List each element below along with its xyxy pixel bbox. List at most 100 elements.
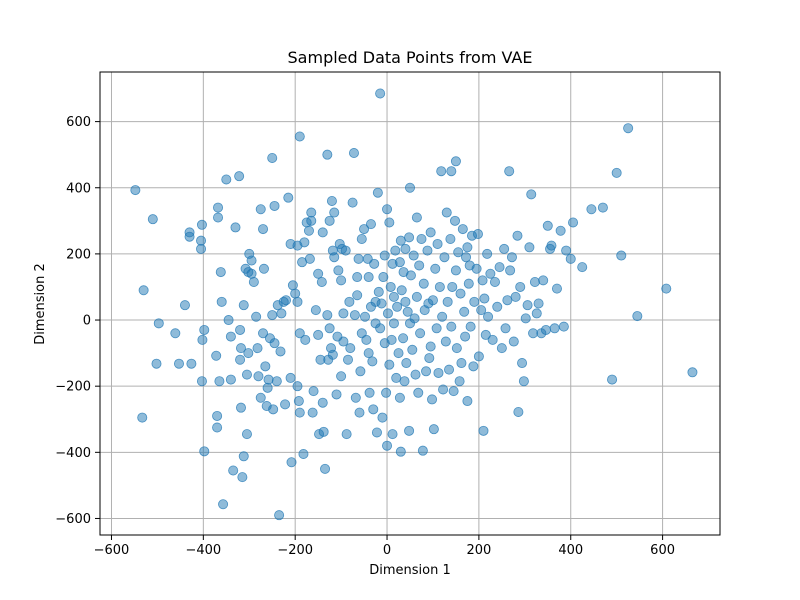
scatter-point	[338, 336, 349, 347]
scatter-point	[329, 252, 340, 263]
scatter-point	[213, 202, 224, 213]
scatter-point	[444, 364, 455, 375]
scatter-point	[462, 242, 473, 253]
scatter-point	[411, 212, 422, 223]
scatter-point	[215, 267, 226, 278]
scatter-point	[546, 240, 557, 251]
scatter-point	[367, 356, 378, 367]
scatter-point	[197, 334, 208, 345]
data-points	[130, 88, 698, 521]
scatter-point	[529, 277, 540, 288]
scatter-point	[402, 306, 413, 317]
scatter-point	[632, 311, 643, 322]
scatter-point	[384, 359, 395, 370]
scatter-point	[299, 237, 310, 248]
scatter-point	[151, 358, 162, 369]
scatter-point	[504, 166, 515, 177]
scatter-point	[213, 212, 224, 223]
x-tick-label: 400	[558, 543, 583, 558]
scatter-point	[450, 156, 461, 167]
scatter-point	[221, 174, 232, 185]
scatter-point	[333, 265, 344, 276]
scatter-point	[276, 308, 287, 319]
scatter-point	[428, 424, 439, 435]
scatter-point	[241, 369, 252, 380]
scatter-point	[520, 313, 531, 324]
scatter-point	[371, 427, 382, 438]
scatter-point	[225, 374, 236, 385]
scatter-point	[421, 366, 432, 377]
scatter-point	[356, 234, 367, 245]
scatter-point	[331, 389, 342, 400]
scatter-point	[269, 338, 280, 349]
scatter-point	[267, 152, 278, 163]
scatter-point	[404, 425, 415, 436]
scatter-point	[179, 300, 190, 311]
y-tick-label: 400	[66, 181, 91, 196]
scatter-point	[235, 324, 246, 335]
scatter-point	[565, 253, 576, 264]
scatter-point	[482, 248, 493, 259]
scatter-point	[413, 387, 424, 398]
scatter-point	[500, 323, 511, 334]
scatter-point	[235, 402, 246, 413]
scatter-point	[243, 348, 254, 359]
scatter-point	[531, 308, 542, 319]
scatter-point	[258, 224, 269, 235]
scatter-point	[390, 245, 401, 256]
scatter-point	[377, 412, 388, 423]
scatter-point	[558, 321, 569, 332]
scatter-point	[352, 290, 363, 301]
scatter-point	[382, 204, 393, 215]
scatter-point	[469, 296, 480, 307]
scatter-point	[225, 331, 236, 342]
scatter-point	[173, 358, 184, 369]
scatter-point	[271, 376, 282, 387]
x-tick-label: −600	[94, 543, 130, 558]
scatter-point	[350, 392, 361, 403]
y-axis-ticks: −600 −400 −200 0 200 400 600	[55, 115, 100, 527]
scatter-point	[416, 234, 427, 245]
scatter-point	[518, 376, 529, 387]
scatter-point	[280, 295, 291, 306]
scatter-point	[386, 334, 397, 345]
scatter-point	[427, 295, 438, 306]
x-axis-ticks: −600 −400 −200 0 200 400 600	[94, 535, 675, 558]
y-tick-label: −600	[55, 512, 91, 527]
scatter-point	[555, 225, 566, 236]
scatter-point	[147, 214, 158, 225]
scatter-point	[515, 281, 526, 292]
scatter-point	[384, 217, 395, 228]
scatter-point	[258, 263, 269, 274]
scatter-point	[246, 255, 257, 266]
scatter-point	[477, 275, 488, 286]
scatter-point	[196, 243, 207, 254]
scatter-point	[246, 268, 257, 279]
scatter-point	[196, 219, 207, 230]
scatter-point	[248, 277, 259, 288]
scatter-point	[303, 225, 314, 236]
scatter-point	[568, 217, 579, 228]
scatter-point	[418, 278, 429, 289]
scatter-point	[263, 374, 274, 385]
scatter-point	[436, 166, 447, 177]
scatter-point	[395, 446, 406, 457]
scatter-point	[410, 369, 421, 380]
scatter-point	[472, 229, 483, 240]
scatter-point	[508, 336, 519, 347]
scatter-point	[280, 399, 291, 410]
scatter-point	[255, 392, 266, 403]
scatter-point	[400, 296, 411, 307]
scatter-point	[327, 349, 338, 360]
scatter-point	[450, 265, 461, 276]
scatter-point	[294, 407, 305, 418]
scatter-point	[460, 331, 471, 342]
scatter-point	[422, 245, 433, 256]
scatter-point	[407, 344, 418, 355]
scatter-point	[391, 372, 402, 383]
scatter-point	[385, 281, 396, 292]
scatter-point	[623, 123, 634, 134]
scatter-point	[586, 204, 597, 215]
